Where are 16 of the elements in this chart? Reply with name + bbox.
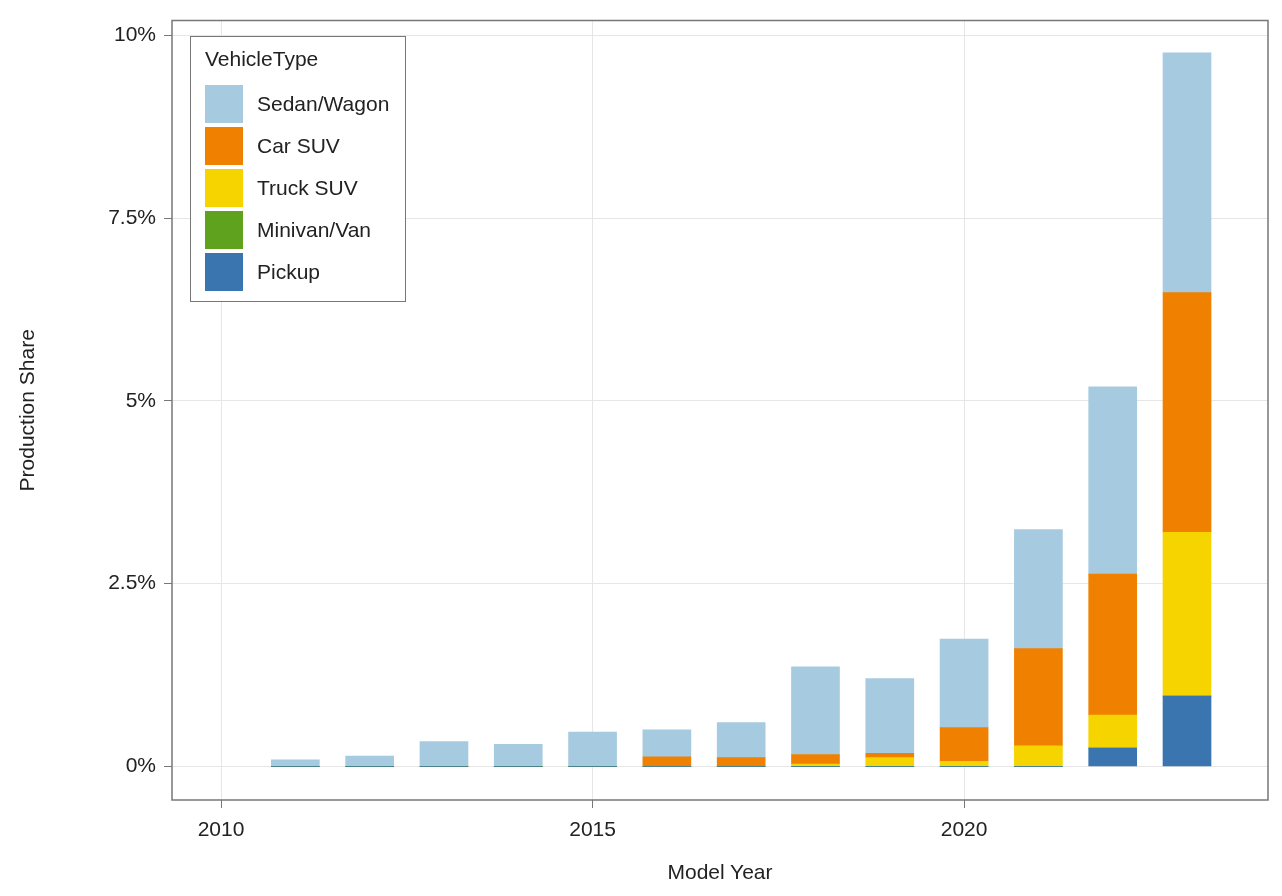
y-tick-label: 5% bbox=[125, 387, 156, 411]
legend-label: Truck SUV bbox=[257, 176, 358, 200]
y-tick-label: 10% bbox=[113, 22, 156, 46]
legend-title: VehicleType bbox=[205, 47, 320, 71]
x-axis-title: Model Year bbox=[667, 860, 773, 884]
y-axis-title: Production Share bbox=[15, 329, 39, 492]
x-tick-label: 2015 bbox=[569, 817, 616, 841]
x-tick-label: 2020 bbox=[940, 817, 988, 841]
legend-label: Sedan/Wagon bbox=[257, 92, 390, 116]
legend-label: Car SUV bbox=[257, 134, 340, 158]
y-tick-label: 0% bbox=[125, 753, 156, 777]
legend-label: Minivan/Van bbox=[257, 218, 372, 242]
x-tick-label: 2010 bbox=[197, 817, 245, 841]
legend-label: Pickup bbox=[257, 260, 321, 284]
y-tick-label: 2.5% bbox=[108, 570, 156, 594]
y-tick-label: 7.5% bbox=[108, 204, 156, 228]
